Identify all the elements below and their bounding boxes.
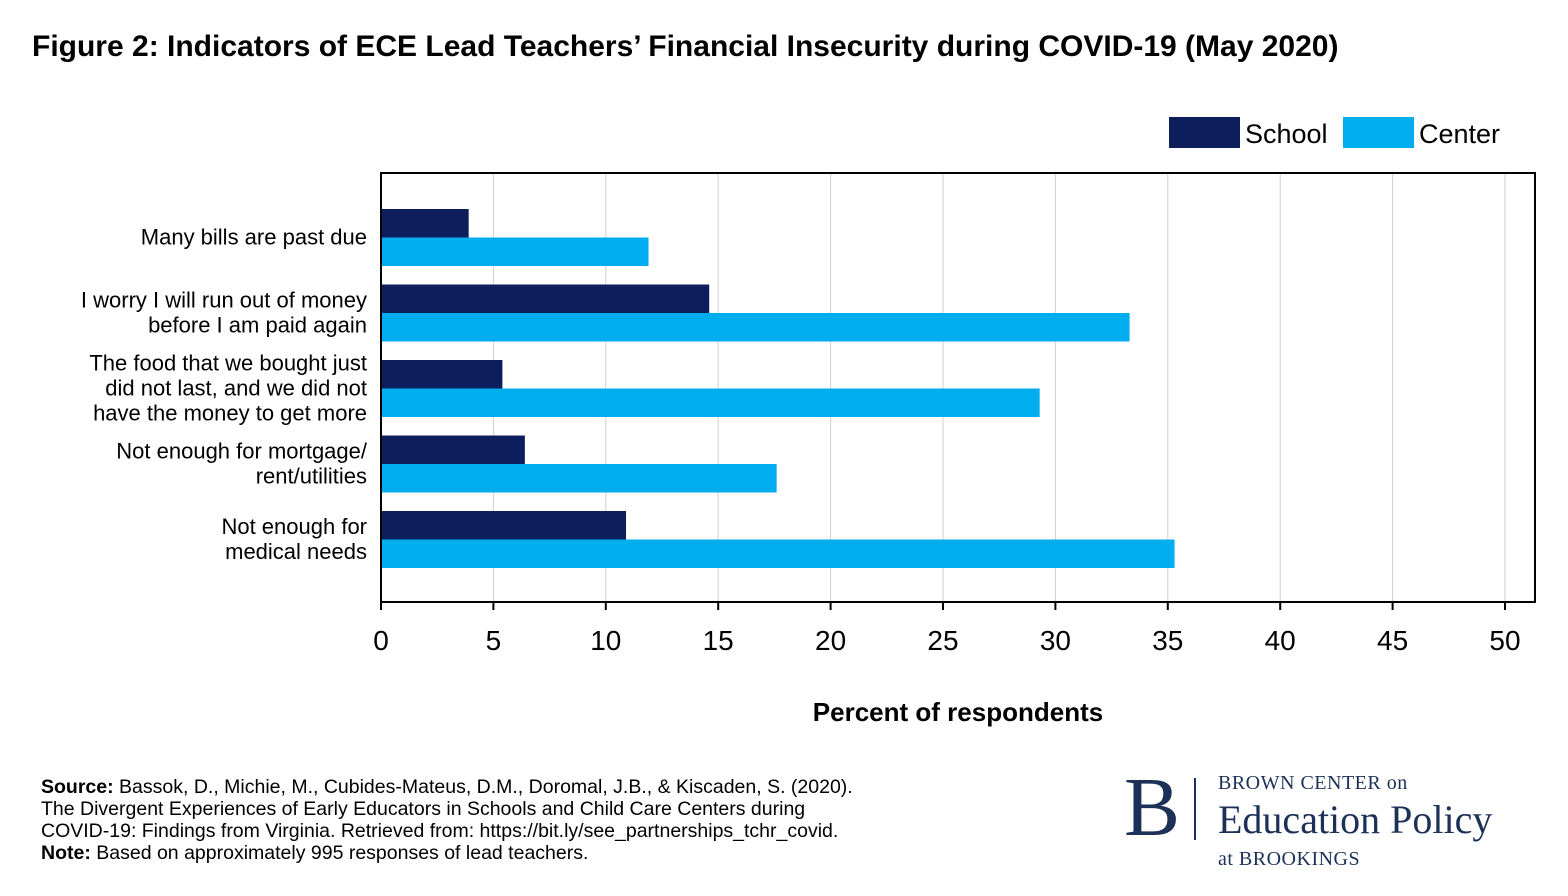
x-tick-label-15: 15 <box>703 625 734 656</box>
bar-chart: 0 5 10 15 20 25 30 35 40 45 50 Many bills are past… <box>81 117 1536 727</box>
x-axis-ticks: 0 5 10 15 20 25 30 35 40 45 50 <box>373 602 1521 656</box>
legend-swatch-center <box>1343 117 1414 148</box>
bar-center-1 <box>381 313 1130 342</box>
category-label-1-line-0: I worry I will run out of money <box>81 288 367 313</box>
category-label-3-line-1: rent/utilities <box>256 464 367 489</box>
note-text: Based on approximately 995 responses of … <box>96 842 589 864</box>
bar-school-4 <box>381 511 627 540</box>
category-label-2-line-2: have the money to get more <box>93 401 367 426</box>
logo-divider <box>1194 778 1196 840</box>
bar-center-3 <box>381 464 777 493</box>
category-label-4-line-0: Not enough for <box>221 514 367 539</box>
brown-center-logo: B BROWN CENTER on Education Policy at BR… <box>1124 766 1544 880</box>
logo-letter: B <box>1124 761 1181 854</box>
x-tick-label-40: 40 <box>1265 625 1296 656</box>
bar-center-4 <box>381 539 1175 568</box>
logo-line-2: Education Policy <box>1218 797 1493 842</box>
category-label-1-line-1: before I am paid again <box>148 313 367 338</box>
x-tick-label-45: 45 <box>1377 625 1408 656</box>
category-label-4-line-1: medical needs <box>225 539 367 564</box>
bar-school-3 <box>381 435 525 464</box>
x-tick-label-50: 50 <box>1489 625 1520 656</box>
legend-label-center: Center <box>1419 119 1500 149</box>
logo-line-1: BROWN CENTER on <box>1218 772 1408 794</box>
x-tick-label-35: 35 <box>1152 625 1183 656</box>
x-tick-label-10: 10 <box>590 625 621 656</box>
note-label: Note: <box>41 842 91 864</box>
legend-label-school: School <box>1245 119 1328 149</box>
category-label-2-line-0: The food that we bought just <box>89 351 367 376</box>
legend: School Center <box>1169 117 1500 149</box>
bar-school-1 <box>381 284 710 313</box>
category-label-2-line-1: did not last, and we did not <box>105 376 367 401</box>
x-axis-title: Percent of respondents <box>813 697 1103 727</box>
source-line-2: The Divergent Experiences of Early Educa… <box>41 798 806 820</box>
logo-line-3: at BROOKINGS <box>1218 848 1361 870</box>
chart-title: Figure 2: Indicators of ECE Lead Teacher… <box>32 30 1339 63</box>
legend-swatch-school <box>1169 117 1240 148</box>
bar-school-2 <box>381 360 503 389</box>
source-label: Source: <box>41 776 114 798</box>
category-label-3-line-0: Not enough for mortgage/ <box>116 439 368 464</box>
source-line-1: Bassok, D., Michie, M., Cubides-Mateus, … <box>119 776 853 798</box>
x-tick-label-20: 20 <box>815 625 846 656</box>
x-tick-label-25: 25 <box>927 625 958 656</box>
x-tick-label-30: 30 <box>1040 625 1071 656</box>
category-label-0-line-0: Many bills are past due <box>141 225 367 250</box>
bar-school-0 <box>381 209 469 238</box>
x-tick-label-5: 5 <box>486 625 502 656</box>
plot-frame <box>380 172 1536 603</box>
source-line-3: COVID-19: Findings from Virginia. Retrie… <box>41 820 839 842</box>
x-tick-label-0: 0 <box>373 625 389 656</box>
category-labels: Many bills are past due I worry I will ru… <box>81 225 368 565</box>
bars <box>381 209 1175 568</box>
bar-center-2 <box>381 388 1040 417</box>
source-footer: Source: Bassok, D., Michie, M., Cubides-… <box>41 776 1001 864</box>
bar-center-0 <box>381 237 649 266</box>
gridlines <box>492 173 1506 602</box>
